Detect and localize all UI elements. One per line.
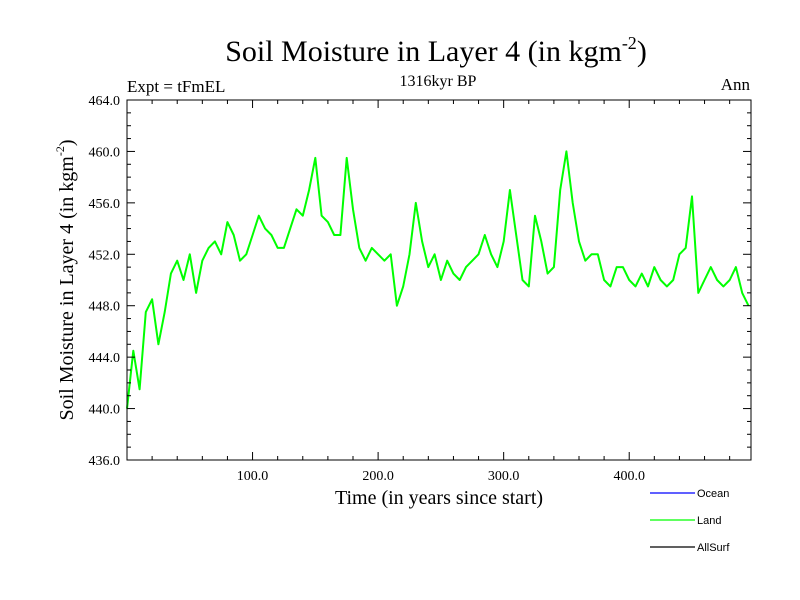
plot-frame — [126, 99, 752, 461]
y-tick-label: 444.0 — [89, 351, 121, 366]
x-tick-label: 300.0 — [488, 469, 520, 484]
legend-label-allsurf: AllSurf — [697, 542, 730, 554]
chart-subtitle: 1316kyr BP — [400, 73, 477, 90]
experiment-label: Expt = tFmEL — [127, 77, 225, 96]
x-tick-label: 400.0 — [613, 469, 645, 484]
y-tick-label: 448.0 — [89, 300, 121, 315]
x-tick-label: 100.0 — [237, 469, 269, 484]
x-axis-label: Time (in years since start) — [335, 487, 543, 509]
series-line-land — [126, 150, 750, 409]
legend-label-ocean: Ocean — [697, 488, 729, 500]
y-tick-label: 464.0 — [89, 94, 121, 109]
y-tick-label: 452.0 — [89, 248, 121, 263]
y-tick-label: 440.0 — [89, 403, 121, 418]
legend-label-land: Land — [697, 515, 721, 527]
y-tick-label: 456.0 — [89, 197, 121, 212]
y-axis-label-end: ) — [56, 139, 78, 146]
season-label: Ann — [721, 75, 751, 94]
chart-title: Soil Moisture in Layer 4 (in kgm-2) — [225, 33, 647, 68]
x-tick-label: 200.0 — [362, 469, 394, 484]
y-tick-label: 460.0 — [89, 145, 121, 160]
y-axis-label-superscript: -2 — [53, 146, 67, 156]
y-tick-label: 436.0 — [89, 454, 121, 469]
chart-title-end: ) — [637, 35, 647, 68]
y-axis-label: Soil Moisture in Layer 4 (in kgm-2) — [53, 139, 78, 420]
chart-title-superscript: -2 — [622, 33, 637, 53]
